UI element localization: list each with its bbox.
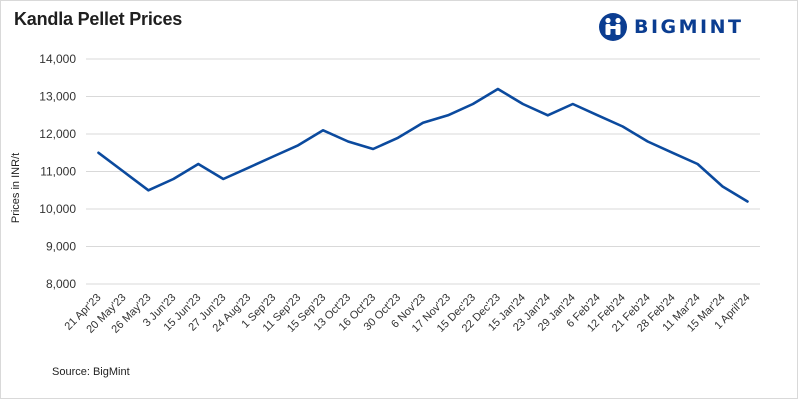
y-tick-label: 9,000 <box>46 240 76 254</box>
y-tick-label: 11,000 <box>40 165 76 179</box>
series-group <box>97 87 749 203</box>
y-tick-label: 8,000 <box>46 277 76 291</box>
bigmint-logo: BIGMINT <box>598 10 744 44</box>
y-tick-label: 14,000 <box>39 52 76 66</box>
y-tick-label: 13,000 <box>39 90 76 104</box>
chart-title: Kandla Pellet Prices <box>14 9 183 29</box>
y-tick-label: 12,000 <box>39 127 76 141</box>
logo-text: BIGMINT <box>634 16 744 38</box>
y-axis-label: Prices in INR/t <box>10 153 22 223</box>
series-line <box>97 87 749 203</box>
gridlines <box>86 58 760 285</box>
bigmint-logo-icon <box>599 13 627 41</box>
y-axis-ticks: 8,000 9,000 10,000 11,000 12,000 13,000 14,000 <box>39 52 76 291</box>
y-tick-label: 10,000 <box>39 202 76 216</box>
source-note: Source: BigMint <box>52 366 130 378</box>
